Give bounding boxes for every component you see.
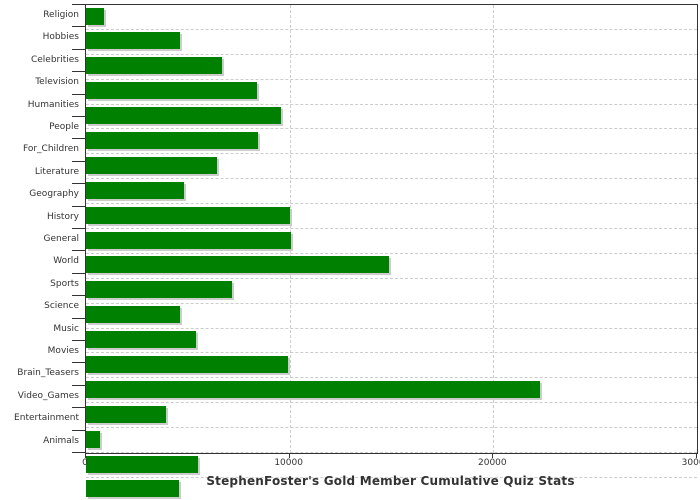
y-label-history: History bbox=[46, 211, 79, 222]
bar-humanities bbox=[86, 107, 281, 125]
y-label-animals: Animals bbox=[43, 435, 79, 446]
y-axis-tick bbox=[72, 138, 86, 140]
chart-row-general bbox=[86, 256, 697, 279]
y-label-for_children: For_Children bbox=[22, 144, 79, 155]
y-axis-tick bbox=[72, 429, 86, 431]
y-label-humanities: Humanities bbox=[27, 99, 79, 110]
x-label-20000: 20000 bbox=[478, 458, 507, 468]
bar-science bbox=[86, 331, 196, 349]
bar-history bbox=[86, 231, 291, 249]
y-label-geography: Geography bbox=[29, 189, 79, 200]
y-label-science: Science bbox=[44, 301, 79, 312]
x-axis-tick-10000 bbox=[288, 453, 290, 458]
y-axis-tick bbox=[72, 93, 86, 95]
chart-row-celebrities bbox=[86, 57, 697, 80]
chart-row-movies bbox=[86, 380, 697, 404]
y-axis-tick bbox=[72, 272, 86, 274]
y-axis-tick bbox=[72, 160, 86, 162]
chart-row-animals bbox=[86, 480, 697, 500]
x-axis-tick-30000 bbox=[696, 453, 697, 458]
y-axis-tick bbox=[72, 362, 86, 364]
y-label-religion: Religion bbox=[43, 10, 79, 20]
chart-row-literature bbox=[86, 181, 697, 205]
bar-animals bbox=[86, 480, 179, 498]
y-label-literature: Literature bbox=[34, 166, 79, 177]
bar-entertainment bbox=[86, 455, 199, 473]
chart-row-science bbox=[86, 331, 697, 354]
bar-religion bbox=[86, 7, 105, 25]
x-label-30000: 30000 bbox=[681, 458, 700, 468]
y-axis-tick bbox=[72, 116, 86, 117]
chart-row-religion bbox=[86, 7, 697, 30]
y-axis-tick bbox=[72, 340, 86, 341]
y-axis-tick bbox=[72, 26, 86, 28]
x-label-10000: 10000 bbox=[274, 458, 303, 468]
y-axis-tick bbox=[72, 71, 86, 73]
chart-row-music bbox=[86, 355, 697, 379]
chart-row-hobbies bbox=[86, 32, 697, 55]
y-axis-tick bbox=[72, 4, 86, 5]
y-label-television: Television bbox=[35, 77, 79, 88]
bar-hobbies bbox=[86, 32, 180, 50]
y-label-music: Music bbox=[53, 323, 79, 334]
bar-movies bbox=[86, 380, 541, 398]
y-label-hobbies: Hobbies bbox=[42, 32, 79, 43]
x-axis-tick-20000 bbox=[492, 453, 494, 458]
y-axis-tick bbox=[72, 317, 86, 319]
y-label-movies: Movies bbox=[47, 346, 79, 356]
chart-row-humanities bbox=[86, 107, 697, 130]
x-label-0: 0 bbox=[82, 458, 88, 468]
y-label-entertainment: Entertainment bbox=[14, 413, 79, 424]
y-axis-tick bbox=[72, 228, 86, 229]
y-axis-tick bbox=[72, 205, 86, 207]
y-axis-tick bbox=[72, 384, 86, 386]
y-label-video_games: Video_Games bbox=[17, 390, 79, 401]
y-axis-tick bbox=[72, 295, 86, 297]
bar-geography bbox=[86, 206, 290, 224]
chart-row-video_games bbox=[86, 430, 697, 454]
y-label-people: People bbox=[49, 122, 79, 132]
chart-row-geography bbox=[86, 206, 697, 230]
chart-row-television bbox=[86, 82, 697, 105]
bar-sports bbox=[86, 306, 180, 324]
bar-people bbox=[86, 131, 259, 149]
chart-row-history bbox=[86, 231, 697, 254]
y-label-world: World bbox=[53, 256, 79, 267]
x-axis-tick-0 bbox=[85, 453, 86, 458]
y-label-celebrities: Celebrities bbox=[30, 54, 79, 65]
chart-row-entertainment bbox=[86, 455, 697, 478]
chart-title: StephenFoster's Gold Member Cumulative Q… bbox=[206, 474, 575, 488]
chart-row-people bbox=[86, 131, 697, 155]
plot-area bbox=[85, 4, 698, 498]
y-axis-tick bbox=[72, 407, 86, 409]
chart-row-sports bbox=[86, 306, 697, 329]
y-axis-tick bbox=[72, 250, 86, 252]
bar-literature bbox=[86, 181, 184, 199]
bar-video_games bbox=[86, 430, 101, 448]
bar-celebrities bbox=[86, 57, 223, 75]
y-axis-tick bbox=[72, 48, 86, 50]
bar-for_children bbox=[86, 156, 218, 174]
bar-general bbox=[86, 256, 390, 274]
bar-television bbox=[86, 82, 258, 100]
bar-world bbox=[86, 281, 232, 299]
y-label-sports: Sports bbox=[50, 278, 79, 289]
bar-brain_teasers bbox=[86, 405, 167, 423]
y-label-brain_teasers: Brain_Teasers bbox=[17, 368, 79, 379]
y-label-general: General bbox=[43, 234, 79, 244]
chart-row-world bbox=[86, 281, 697, 304]
y-axis-tick bbox=[72, 183, 86, 185]
y-axis-tick bbox=[72, 452, 86, 453]
bar-music bbox=[86, 355, 288, 373]
chart-row-brain_teasers bbox=[86, 405, 697, 429]
chart-row-for_children bbox=[86, 156, 697, 180]
